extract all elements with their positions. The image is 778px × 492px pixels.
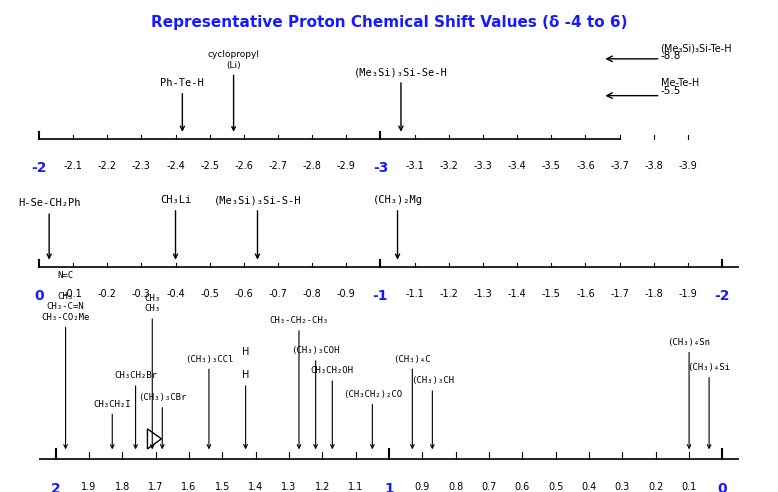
Text: 0.3: 0.3 [615,482,630,492]
Text: -1.4: -1.4 [508,288,527,299]
Text: -1: -1 [373,288,388,303]
Text: -3.3: -3.3 [474,160,492,171]
Text: (CH₃)₃CCl: (CH₃)₃CCl [184,355,233,448]
Text: 1.1: 1.1 [348,482,363,492]
Text: -3.6: -3.6 [576,160,594,171]
Text: (CH₃)₃CBr: (CH₃)₃CBr [138,393,187,448]
Text: -0.2: -0.2 [98,288,117,299]
Text: 1.2: 1.2 [314,482,330,492]
Text: -3.9: -3.9 [678,160,697,171]
Text: cyclopropyl
(Li): cyclopropyl (Li) [208,50,260,130]
Text: -0.7: -0.7 [268,288,287,299]
Text: (CH₃)₄C: (CH₃)₄C [394,355,431,448]
Text: -3.7: -3.7 [610,160,629,171]
Text: CH₃-CH₂-CH₃: CH₃-CH₂-CH₃ [269,316,328,448]
Text: CH₃Li: CH₃Li [160,195,191,258]
Text: (Me₃Si)₃Si-Te-H: (Me₃Si)₃Si-Te-H [661,43,732,53]
Text: 0.5: 0.5 [548,482,563,492]
Text: -0.8: -0.8 [303,288,321,299]
Text: -0.3: -0.3 [132,288,151,299]
Text: -3.4: -3.4 [508,160,527,171]
Text: 1: 1 [384,482,394,492]
Text: H

H: H H [242,347,249,448]
Text: 0.6: 0.6 [515,482,530,492]
Text: -0.5: -0.5 [200,288,219,299]
Text: 1.6: 1.6 [181,482,197,492]
Text: 0.7: 0.7 [482,482,496,492]
Text: (CH₃)₃COH: (CH₃)₃COH [292,346,340,448]
Text: (CH₃)₄Si: (CH₃)₄Si [688,363,731,448]
Text: -0.4: -0.4 [166,288,185,299]
Text: -1.9: -1.9 [678,288,697,299]
Text: -2.7: -2.7 [268,160,288,171]
Text: -0.1: -0.1 [64,288,82,299]
Text: (CH₃)₃CH: (CH₃)₃CH [411,376,454,448]
Text: -2.8: -2.8 [303,160,321,171]
Text: -5.5: -5.5 [661,86,681,96]
Text: 1.7: 1.7 [148,482,163,492]
Text: -3.5: -3.5 [541,160,561,171]
Text: (CH₃CH₂)₂CO: (CH₃CH₂)₂CO [343,390,402,448]
Text: CH₃CH₂I: CH₃CH₂I [93,400,131,448]
Text: 0.1: 0.1 [682,482,697,492]
Text: Me-Te-H: Me-Te-H [661,78,699,88]
Text: -1.1: -1.1 [405,288,424,299]
Text: N=C
 
CH₃
CH₃-C=N
CH₃-CO₂Me: N=C CH₃ CH₃-C=N CH₃-CO₂Me [41,271,89,448]
Text: (Me₃Si)₃Si-Se-H: (Me₃Si)₃Si-Se-H [354,67,448,130]
Text: Ph-Te-H: Ph-Te-H [160,78,205,130]
Text: 0: 0 [34,288,44,303]
Text: -3.2: -3.2 [440,160,458,171]
Text: 0.2: 0.2 [648,482,664,492]
Text: -2.3: -2.3 [132,160,151,171]
Text: -2.6: -2.6 [234,160,254,171]
Text: CH₃CH₂Br: CH₃CH₂Br [114,371,157,448]
Text: -1.2: -1.2 [440,288,458,299]
Text: 0.4: 0.4 [581,482,597,492]
Text: -8.8: -8.8 [661,51,681,61]
Text: -2: -2 [714,288,730,303]
Text: -2.9: -2.9 [337,160,356,171]
Text: 1.5: 1.5 [215,482,230,492]
Text: -2.4: -2.4 [166,160,185,171]
Text: -1.8: -1.8 [644,288,663,299]
Text: -2: -2 [31,160,47,175]
Text: -0.9: -0.9 [337,288,356,299]
Text: -1.5: -1.5 [541,288,561,299]
Text: -3: -3 [373,160,388,175]
Text: (Me₃Si)₃Si-S-H: (Me₃Si)₃Si-S-H [214,195,301,258]
Text: 1.9: 1.9 [81,482,96,492]
Text: -1.6: -1.6 [576,288,594,299]
Text: -3.8: -3.8 [644,160,663,171]
Text: H-Se-CH₂Ph: H-Se-CH₂Ph [18,198,80,258]
Text: 1.8: 1.8 [114,482,130,492]
Text: -3.1: -3.1 [405,160,424,171]
Text: (CH₃)₂Mg: (CH₃)₂Mg [373,195,422,258]
Text: CH₃CH₂OH: CH₃CH₂OH [311,367,354,448]
Text: -0.6: -0.6 [234,288,253,299]
Text: -1.3: -1.3 [474,288,492,299]
Text: Representative Proton Chemical Shift Values (δ -4 to 6): Representative Proton Chemical Shift Val… [151,15,627,30]
Text: 2: 2 [51,482,61,492]
Text: 0.8: 0.8 [448,482,464,492]
Text: -2.2: -2.2 [98,160,117,171]
Text: -1.7: -1.7 [610,288,629,299]
Text: 1.4: 1.4 [248,482,263,492]
Text: 1.3: 1.3 [282,482,296,492]
Text: -2.1: -2.1 [64,160,82,171]
Text: 0: 0 [717,482,727,492]
Text: 0.9: 0.9 [415,482,430,492]
Text: -2.5: -2.5 [200,160,219,171]
Text: CH₃
CH₃: CH₃ CH₃ [144,294,160,448]
Text: (CH₃)₄Sn: (CH₃)₄Sn [668,338,710,448]
